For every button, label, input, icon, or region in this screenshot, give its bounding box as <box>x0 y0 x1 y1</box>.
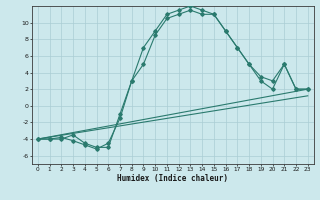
X-axis label: Humidex (Indice chaleur): Humidex (Indice chaleur) <box>117 174 228 183</box>
